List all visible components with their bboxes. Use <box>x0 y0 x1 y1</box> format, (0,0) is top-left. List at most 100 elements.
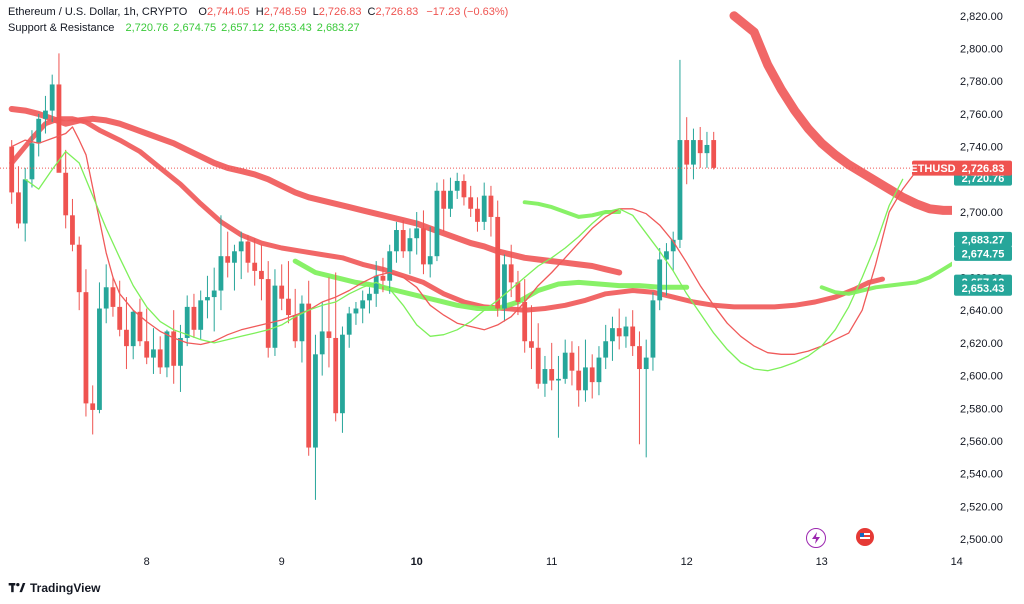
candle-body <box>22 179 28 224</box>
series-line <box>8 106 623 276</box>
candle-body <box>29 143 35 180</box>
candle-body <box>333 337 339 414</box>
candle-body <box>97 308 102 410</box>
candle-body <box>232 251 237 263</box>
y-tick-label: 2,500.00 <box>960 534 1003 546</box>
indicator-name: Support & Resistance <box>8 22 115 34</box>
series-line <box>11 126 917 355</box>
candle-body <box>346 313 352 335</box>
candle-body <box>502 264 507 309</box>
candle-body <box>238 241 244 252</box>
x-tick-label: 8 <box>144 556 150 568</box>
indicator-price-tag-text: 2,674.75 <box>962 248 1005 260</box>
candle-body <box>110 287 116 307</box>
candle-body <box>286 298 291 316</box>
y-tick-label: 2,600.00 <box>960 371 1003 383</box>
x-tick-label: 11 <box>546 556 557 568</box>
last-price-tag: ETHUSD 2,726.83 <box>910 160 1012 176</box>
candle-body <box>326 331 332 338</box>
candle-body <box>218 256 224 291</box>
ohlc-label: H <box>255 6 264 18</box>
flash-icon[interactable] <box>806 528 826 548</box>
candle-body <box>272 285 278 348</box>
series-line <box>24 150 904 372</box>
candle-body <box>508 264 514 283</box>
candle-body <box>542 369 548 384</box>
symbol-title: Ethereum / U.S. Dollar, 1h, CRYPTO <box>8 6 188 18</box>
candle-body <box>670 239 676 252</box>
candle-body <box>76 244 82 293</box>
y-tick-label: 2,560.00 <box>960 436 1003 448</box>
series-line <box>292 258 690 311</box>
candle-body <box>171 331 177 366</box>
candle-body <box>90 403 96 410</box>
candle-body <box>664 251 669 260</box>
x-tick-label: 13 <box>816 556 828 568</box>
candle-body <box>360 300 366 309</box>
candle-body <box>610 328 615 342</box>
indicator-price-tag-text: 2,720.76 <box>962 173 1005 185</box>
candle-body <box>205 297 210 301</box>
flag-icon[interactable] <box>856 528 874 546</box>
candle-body <box>407 238 413 252</box>
candle-body <box>495 216 501 309</box>
candle-body <box>137 311 143 342</box>
candle-body <box>292 315 298 342</box>
y-tick-label: 2,740.00 <box>960 142 1003 154</box>
candle-body <box>9 146 15 193</box>
candle-body <box>535 347 541 384</box>
tradingview-logo[interactable]: TradingView <box>8 581 100 595</box>
candle-body <box>454 180 460 191</box>
candle-body <box>198 300 204 330</box>
ohlc-label: L <box>312 6 319 18</box>
candle-body <box>623 326 629 337</box>
candle-body <box>556 378 561 381</box>
y-tick-label: 2,640.00 <box>960 305 1003 317</box>
tradingview-text: TradingView <box>30 581 101 595</box>
candle-body <box>576 370 582 391</box>
candle-body <box>603 341 609 358</box>
candle-body <box>421 228 426 265</box>
candle-body <box>117 306 123 330</box>
ohlc-values: O2,744.05 H2,748.59 L2,726.83 C2,726.83 <box>190 6 418 18</box>
symbol-legend: Ethereum / U.S. Dollar, 1h, CRYPTO O 2,74… <box>8 6 508 18</box>
indicator-legend: Support & Resistance 2,720.76 2,674.75 2,6… <box>8 22 360 34</box>
indicator-value: 2,720.76 <box>125 22 169 34</box>
indicator-value: 2,683.27 <box>316 22 360 34</box>
candle-body <box>441 190 447 209</box>
candle-body <box>225 256 231 263</box>
y-tick-label: 2,820.00 <box>960 11 1003 23</box>
indicator-price-tag: 2,683.27 <box>954 231 1012 247</box>
y-tick-label: 2,620.00 <box>960 338 1003 350</box>
candle-body <box>124 329 129 347</box>
candle-body <box>252 262 258 271</box>
candle-body <box>697 140 703 154</box>
candle-body <box>265 279 271 348</box>
candle-body <box>562 352 568 379</box>
candle-body <box>616 328 622 337</box>
candle-body <box>427 256 433 265</box>
candle-body <box>157 349 163 368</box>
candle-body <box>299 303 305 342</box>
candle-body <box>103 287 109 309</box>
candle-body <box>657 259 663 301</box>
candle-body <box>475 208 480 222</box>
candle-body <box>414 228 420 239</box>
candle-body <box>279 285 285 299</box>
last-price-tag-bg <box>912 160 1012 176</box>
candle-body <box>529 341 534 348</box>
candle-body <box>353 308 359 314</box>
candle-body <box>400 230 406 252</box>
candle-body <box>677 140 683 240</box>
ohlc-label: O <box>198 6 207 18</box>
indicator-value: 2,674.75 <box>173 22 217 34</box>
series-line <box>522 200 622 219</box>
candle-body <box>306 303 312 448</box>
candle-body <box>691 140 696 165</box>
x-tick-label: 10 <box>411 556 423 568</box>
last-price-tag-text: 2,726.83 <box>962 163 1005 175</box>
price-change: −17.23 (−0.63%) <box>426 6 509 18</box>
candle-body <box>319 331 325 355</box>
ohlc-value: 2,748.59 <box>263 6 307 18</box>
